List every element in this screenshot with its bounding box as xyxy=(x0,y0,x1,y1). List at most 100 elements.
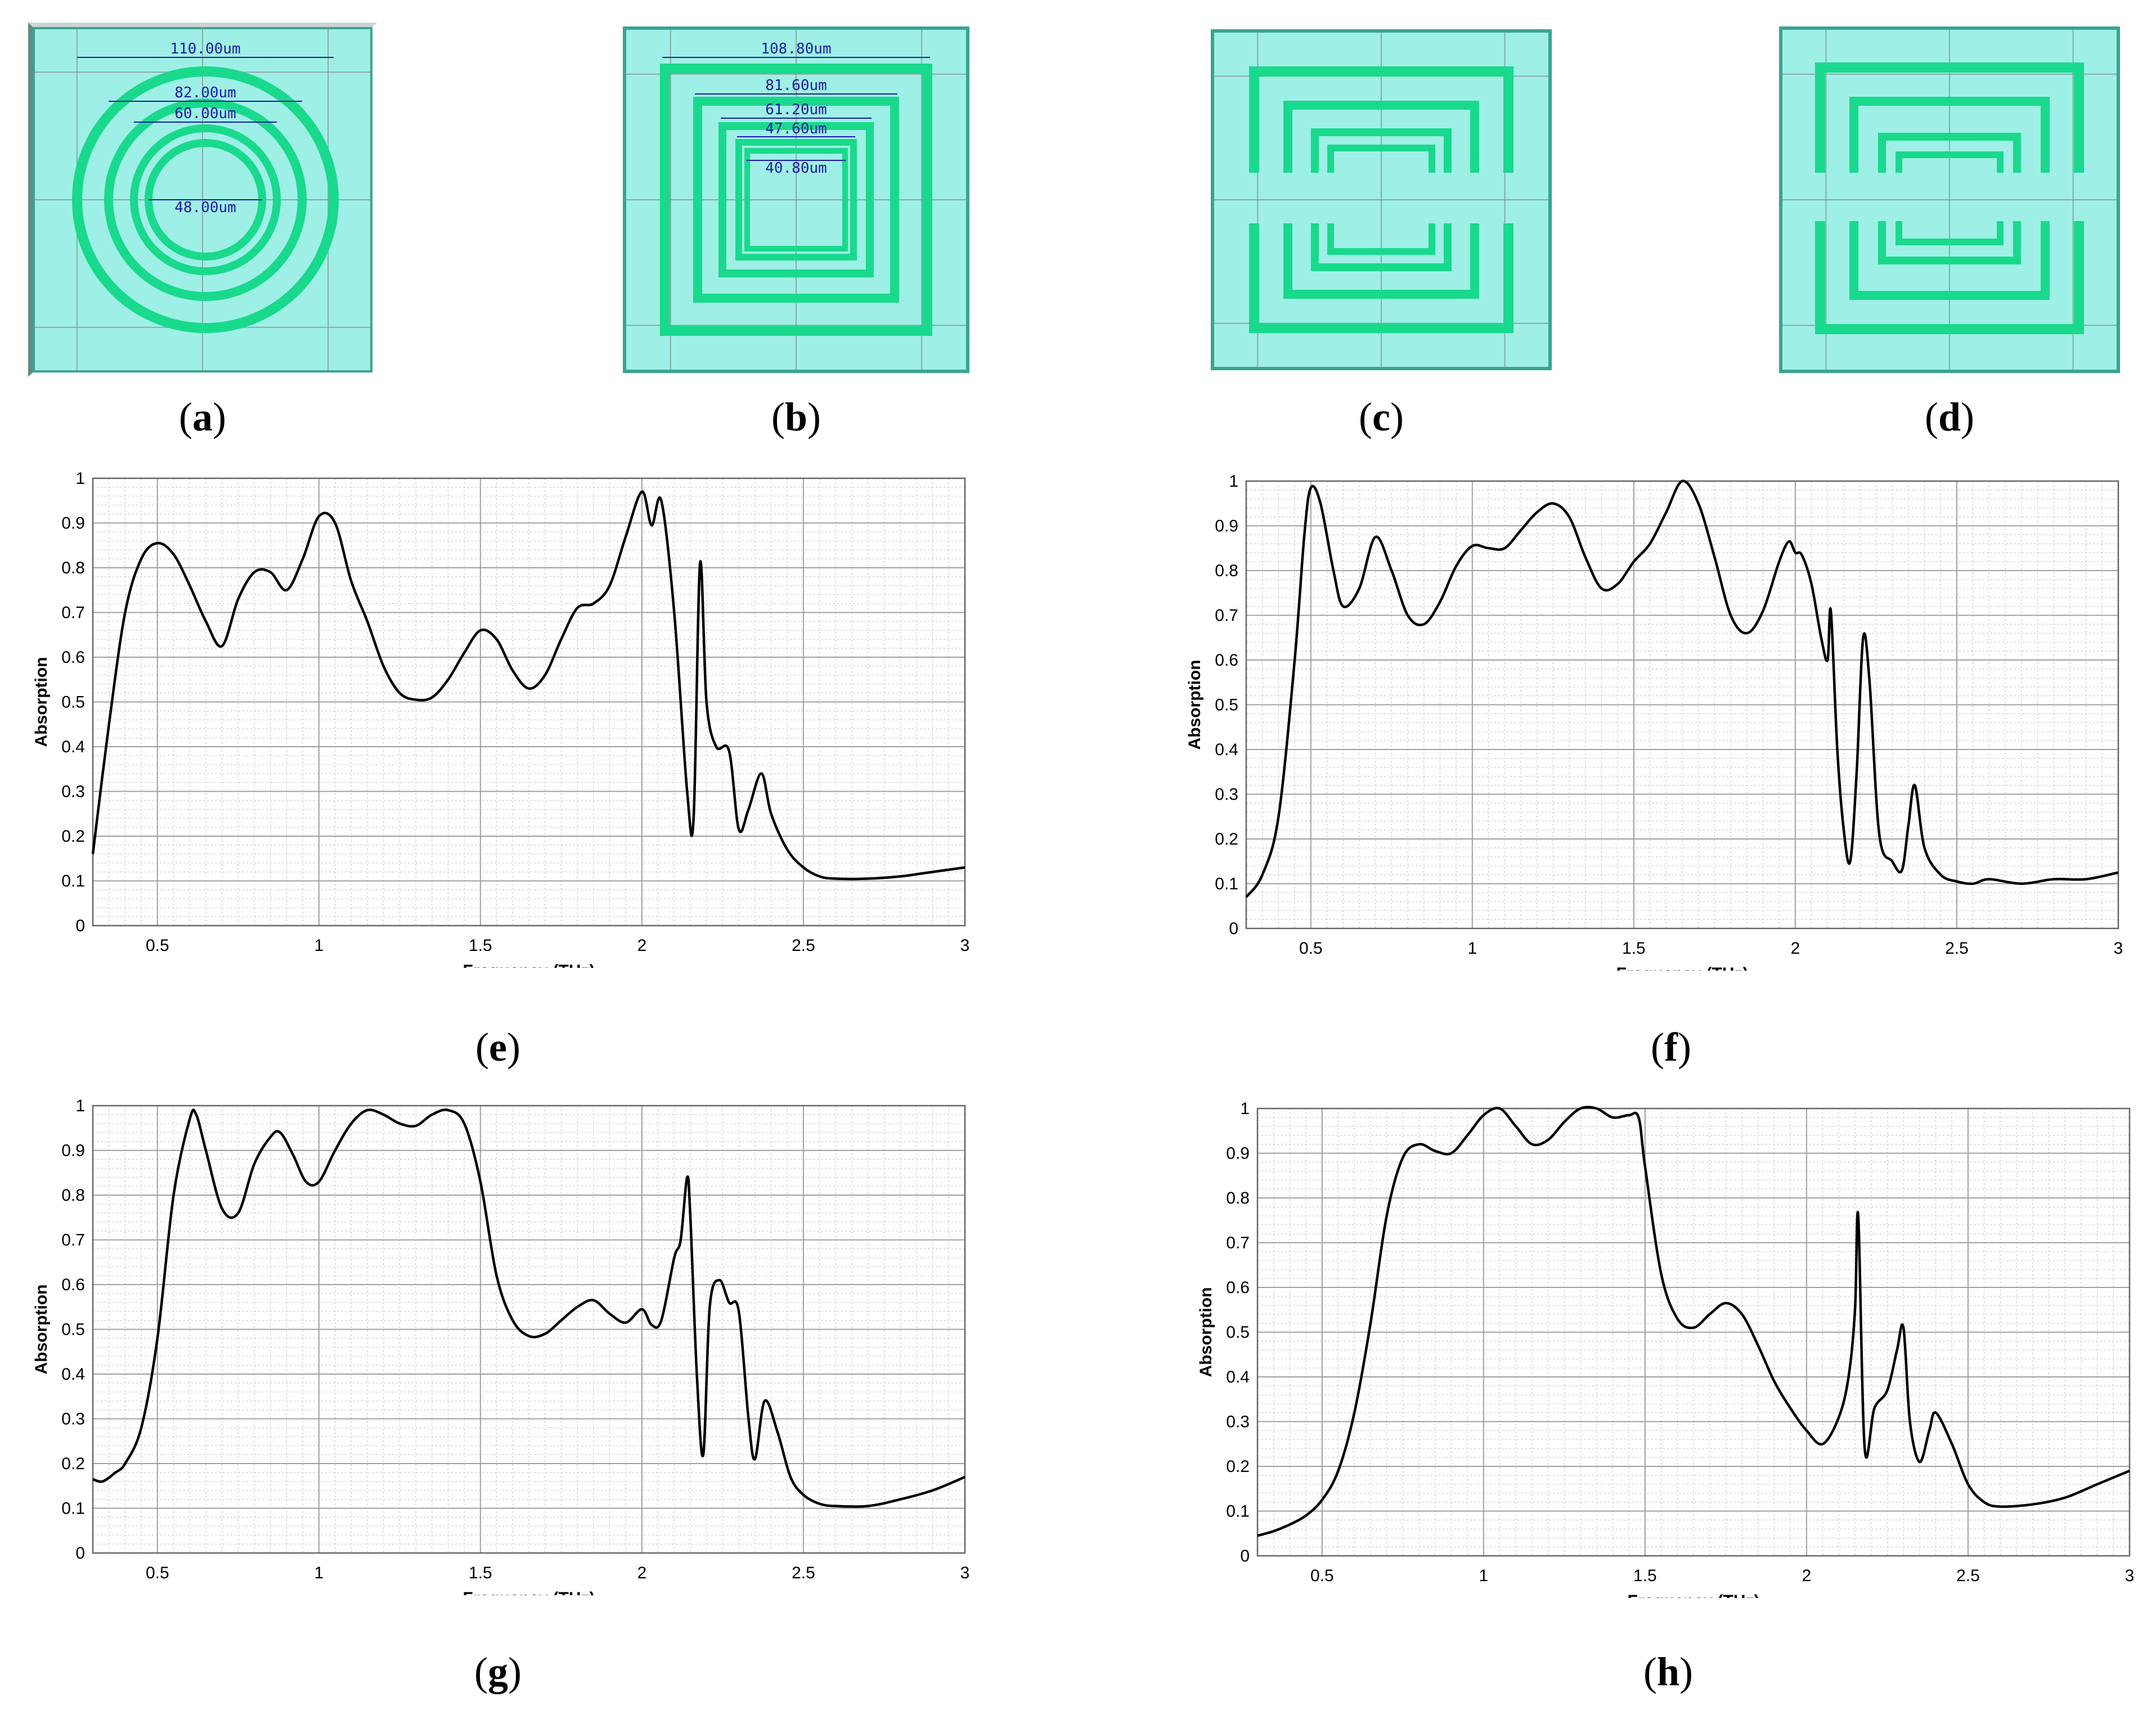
y-tick-label: 0.7 xyxy=(61,604,85,622)
x-tick-label: 2 xyxy=(637,1564,647,1582)
chart-e: 0.5 1 1.5 2 2.5 3 0 0.1 0.2 0.3 0.4 0.5 0.6 0.7 0.8 0.9… xyxy=(32,469,969,968)
x-tick-label: 3 xyxy=(2125,1567,2135,1585)
x-tick-label: 1.5 xyxy=(1633,1567,1657,1585)
y-tick-label: 0.2 xyxy=(61,827,85,846)
y-axis-label: Absorption xyxy=(32,1285,51,1375)
dim-label: 60.00um xyxy=(174,105,236,122)
y-tick-label: 0.8 xyxy=(61,1186,85,1205)
x-tick-label: 0.5 xyxy=(1310,1567,1334,1585)
chart-h: 0.5 1 1.5 2 2.5 3 0 0.1 0.2 0.3 0.4 0.5 0.6 0.7 0.8 0.9… xyxy=(1197,1099,2134,1598)
y-tick-label: 0.1 xyxy=(61,872,85,891)
dim-label: 40.80um xyxy=(765,160,827,177)
x-tick-label: 1.5 xyxy=(1622,939,1646,958)
y-tick-label: 0.7 xyxy=(1226,1234,1250,1253)
caption-c: (c) xyxy=(1359,394,1404,439)
x-tick-label: 2 xyxy=(637,936,647,955)
y-tick-label: 0.3 xyxy=(1215,786,1238,804)
y-tick-label: 0.4 xyxy=(61,1365,85,1384)
y-tick-label: 0.4 xyxy=(1215,740,1238,759)
y-tick-label: 0.8 xyxy=(61,559,85,577)
x-tick-label: 2 xyxy=(1802,1567,1812,1585)
structure-c xyxy=(1210,28,1553,371)
dim-label: 48.00um xyxy=(174,199,236,216)
y-tick-label: 0.7 xyxy=(1215,607,1238,625)
x-tick-label: 2.5 xyxy=(1956,1567,1980,1585)
y-tick-label: 0.3 xyxy=(61,1410,85,1429)
x-tick-label: 2.5 xyxy=(792,936,815,955)
x-axis-label: Frequency (THz) xyxy=(462,962,595,968)
caption-h: (h) xyxy=(1643,1649,1693,1694)
x-axis-label: Frequency (THz) xyxy=(1616,964,1748,971)
caption-e: (e) xyxy=(475,1025,520,1070)
y-tick-label: 0 xyxy=(1229,919,1238,938)
y-tick-label: 0.6 xyxy=(61,648,85,667)
absorption-series-line xyxy=(1245,479,2119,898)
y-tick-label: 1 xyxy=(75,1097,85,1115)
dim-label: 108.80um xyxy=(761,41,831,57)
x-tick-label: 1 xyxy=(1468,939,1477,958)
structure-b: 108.80um 81.60um 61.20um 47.60um 40.80um xyxy=(622,25,971,374)
x-tick-label: 0.5 xyxy=(146,1564,169,1582)
y-tick-label: 0.1 xyxy=(1215,875,1238,894)
structure-a-drawing: 110.00um 82.00um 60.00um 48.00um xyxy=(28,23,377,377)
y-tick-label: 0.5 xyxy=(61,1321,85,1339)
x-tick-label: 3 xyxy=(960,936,970,955)
y-tick-label: 0 xyxy=(1240,1547,1250,1565)
caption-g: (g) xyxy=(474,1649,522,1694)
y-axis-label: Absorption xyxy=(32,657,51,747)
plot-frame xyxy=(92,1105,966,1554)
dim-label: 82.00um xyxy=(174,84,236,101)
y-axis-label: Absorption xyxy=(1197,1287,1215,1377)
structure-a: 110.00um 82.00um 60.00um 48.00um xyxy=(28,23,377,377)
caption-a: (a) xyxy=(179,394,226,439)
y-tick-label: 0.6 xyxy=(1226,1278,1250,1297)
x-tick-label: 1 xyxy=(315,1564,324,1582)
x-tick-label: 0.5 xyxy=(1299,939,1323,958)
x-tick-label: 0.5 xyxy=(146,936,169,955)
x-tick-label: 2.5 xyxy=(792,1564,815,1582)
y-tick-label: 0.9 xyxy=(61,514,85,533)
structure-c-drawing xyxy=(1211,29,1552,370)
absorption-series-line xyxy=(1257,1106,2130,1537)
x-tick-label: 2.5 xyxy=(1945,939,1969,958)
x-tick-label: 1.5 xyxy=(469,1564,492,1582)
y-tick-label: 0.2 xyxy=(1226,1457,1250,1476)
x-axis-label: Frequency (THz) xyxy=(462,1589,595,1595)
dim-label: 110.00um xyxy=(170,41,240,57)
plot-frame xyxy=(1256,1107,2131,1557)
axes: 0.5 1 1.5 2 2.5 3 0 0.1 0.2 0.3 0.4 0.5 0.6 0.7 0.8 0.9… xyxy=(1215,472,2123,958)
y-tick-label: 0.7 xyxy=(61,1231,85,1250)
y-tick-label: 0.3 xyxy=(61,783,85,801)
y-tick-label: 1 xyxy=(1240,1099,1250,1118)
caption-f: (f) xyxy=(1651,1025,1691,1070)
x-tick-label: 3 xyxy=(2114,939,2123,958)
caption-d: (d) xyxy=(1924,394,1974,439)
absorption-series-line xyxy=(92,1108,965,1508)
structure-b-drawing: 108.80um 81.60um 61.20um 47.60um 40.80um xyxy=(623,26,969,373)
y-tick-label: 1 xyxy=(75,469,85,488)
x-tick-label: 2 xyxy=(1791,939,1800,958)
y-tick-label: 0.8 xyxy=(1215,562,1238,580)
y-tick-label: 1 xyxy=(1229,472,1238,491)
dim-label: 47.60um xyxy=(765,120,827,137)
structure-d-drawing xyxy=(1779,26,2120,373)
y-tick-label: 0.5 xyxy=(61,693,85,712)
y-tick-label: 0.5 xyxy=(1226,1323,1250,1342)
y-tick-label: 0.4 xyxy=(1226,1368,1250,1386)
chart-f: 0.5 1 1.5 2 2.5 3 0 0.1 0.2 0.3 0.4 0.5 0.6 0.7 0.8 0.9… xyxy=(1185,472,2123,971)
x-tick-label: 1 xyxy=(1479,1567,1489,1585)
y-tick-label: 0.3 xyxy=(1226,1413,1250,1431)
y-tick-label: 0.2 xyxy=(61,1455,85,1473)
dim-label: 61.20um xyxy=(765,101,827,118)
x-tick-label: 3 xyxy=(960,1564,970,1582)
y-tick-label: 0.5 xyxy=(1215,696,1238,715)
axes: 0.5 1 1.5 2 2.5 3 0 0.1 0.2 0.3 0.4 0.5 0.6 0.7 0.8 0.9… xyxy=(1226,1099,2134,1585)
y-tick-label: 0.8 xyxy=(1226,1189,1250,1208)
y-tick-label: 0.6 xyxy=(61,1276,85,1294)
y-tick-label: 0.1 xyxy=(1226,1502,1250,1521)
axes: 0.5 1 1.5 2 2.5 3 0 0.1 0.2 0.3 0.4 0.5 0.6 0.7 0.8 0.9… xyxy=(61,469,969,955)
structure-d xyxy=(1778,25,2121,374)
y-tick-label: 0.1 xyxy=(61,1500,85,1518)
caption-b: (b) xyxy=(771,394,821,439)
dim-label: 81.60um xyxy=(765,77,827,94)
